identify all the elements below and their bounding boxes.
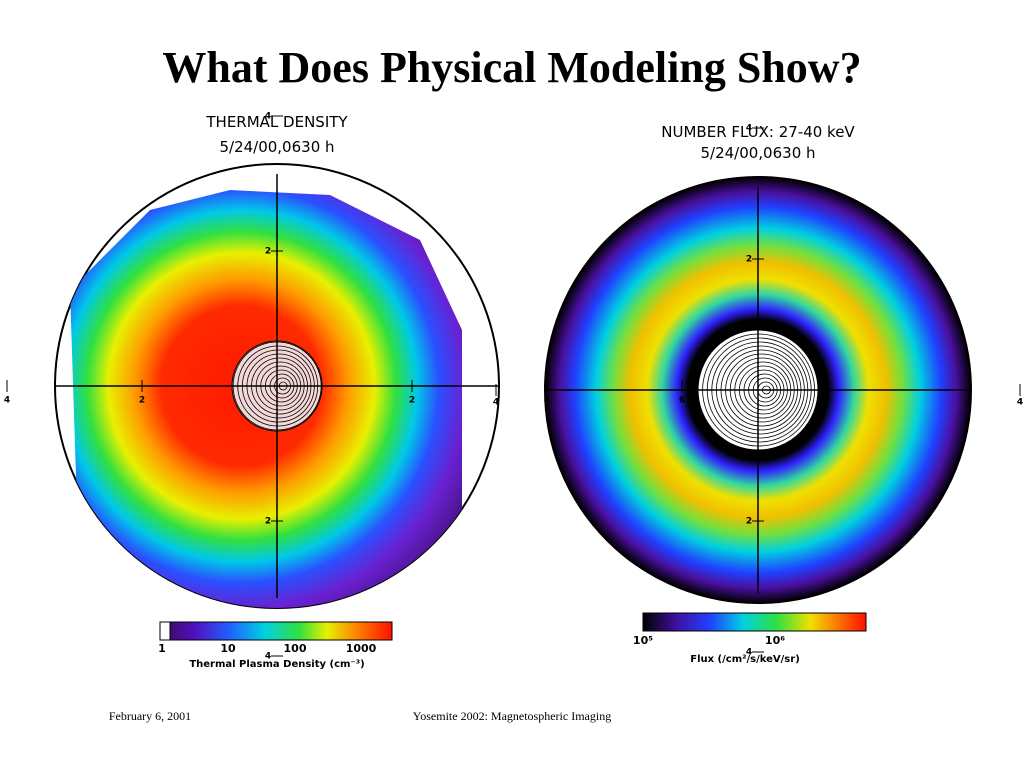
colorbar-label: 1000 — [346, 642, 377, 655]
colorbar-label: 10 — [220, 642, 236, 655]
colorbar — [159, 621, 393, 641]
footer-date: February 6, 2001 — [109, 709, 191, 723]
y-tick-label: 2 — [265, 247, 271, 257]
colorbar-caption: Thermal Plasma Density (cm⁻³) — [189, 659, 364, 670]
panel-title: NUMBER FLUX: 27-40 keV — [661, 123, 855, 141]
colorbar-label: 10⁵ — [633, 634, 653, 647]
colorbar-end — [159, 621, 171, 641]
y-tick-label: 4 — [746, 648, 752, 658]
x-tick-label: 4 — [493, 398, 499, 408]
y-tick-label: 2 — [265, 517, 271, 527]
slide-title: What Does Physical Modeling Show? — [162, 43, 861, 92]
colorbar-label: 10⁶ — [765, 634, 785, 647]
colorbar-caption: Flux (/cm²/s/keV/sr) — [690, 654, 800, 665]
y-tick-label: 4 — [746, 124, 752, 134]
x-tick-label: 2 — [409, 396, 415, 406]
y-tick-label: 4 — [265, 652, 271, 662]
panel-subtitle: 5/24/00,0630 h — [700, 144, 815, 162]
panel-title: THERMAL DENSITY — [205, 113, 348, 131]
x-tick-label: 2 — [139, 396, 145, 406]
colorbar — [642, 612, 867, 632]
x-tick-label: 4 — [544, 396, 550, 406]
x-tick-label: 6 — [679, 396, 685, 406]
x-tick-label: 4 — [1017, 398, 1023, 408]
y-tick-label: 2 — [746, 517, 752, 527]
x-tick-label: 4 — [4, 396, 10, 406]
y-tick-label: 4 — [265, 112, 271, 122]
colorbar-label: 100 — [284, 642, 307, 655]
colorbar-label: 1 — [158, 642, 166, 655]
y-tick-label: 2 — [746, 255, 752, 265]
panel-subtitle: 5/24/00,0630 h — [219, 138, 334, 156]
footer-text: Yosemite 2002: Magnetospheric Imaging — [413, 709, 611, 723]
